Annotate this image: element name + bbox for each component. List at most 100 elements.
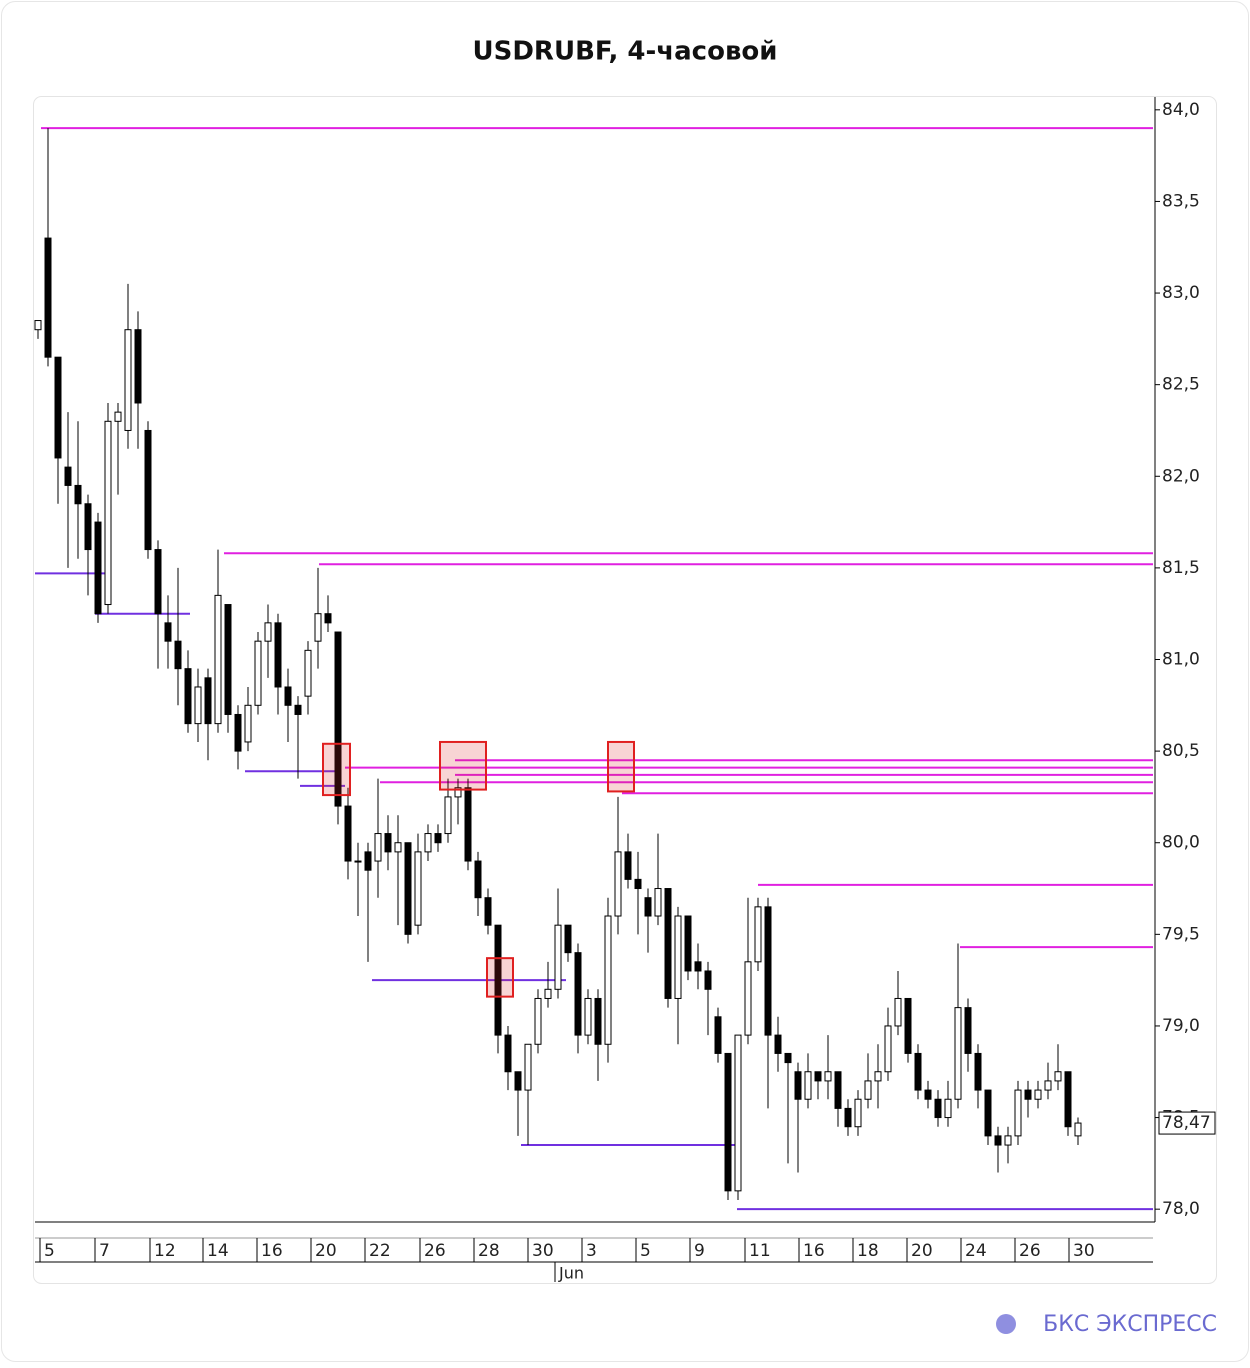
highlight-box — [607, 740, 635, 793]
panel — [33, 96, 1217, 1284]
candle-body — [1004, 1135, 1012, 1146]
candle-body — [214, 594, 222, 725]
candle-body — [904, 997, 912, 1054]
candle-body — [754, 906, 762, 963]
candle-body — [984, 1089, 992, 1137]
candle-body — [114, 411, 122, 422]
candle-body — [34, 320, 42, 331]
candle-body — [744, 961, 752, 1036]
candle-body — [414, 851, 422, 926]
candle-body — [924, 1089, 932, 1100]
candle-body — [374, 833, 382, 862]
candle-body — [974, 1052, 982, 1091]
candle-body — [74, 484, 82, 505]
candle-body — [44, 237, 52, 358]
candle-body — [634, 878, 642, 890]
y-tick-label: 83,5 — [1162, 191, 1200, 211]
x-tick-label: 20 — [911, 1241, 933, 1261]
candle-body — [104, 420, 112, 606]
candle-body — [964, 1007, 972, 1054]
candle-body — [594, 997, 602, 1045]
candle-body — [384, 833, 392, 853]
candle-body — [1024, 1089, 1032, 1100]
candle-body — [64, 466, 72, 486]
candle-body — [644, 897, 652, 917]
x-tick-label: 3 — [586, 1241, 597, 1261]
candle-body — [654, 888, 662, 917]
candle-body — [614, 851, 622, 917]
candle-body — [734, 1034, 742, 1192]
candle-body — [434, 833, 442, 844]
highlight-box — [486, 957, 514, 998]
y-tick-label: 82,0 — [1162, 466, 1200, 486]
candle-body — [354, 860, 362, 863]
candle-body — [314, 613, 322, 642]
x-tick-label: 20 — [315, 1241, 337, 1261]
candle-body — [194, 686, 202, 725]
candle-body — [444, 796, 452, 835]
candle-body — [84, 503, 92, 551]
candle-body — [934, 1098, 942, 1119]
candle-body — [494, 924, 502, 1036]
x-tick-label: 5 — [640, 1241, 651, 1261]
chart-title: USDRUBF, 4-часовой — [473, 37, 778, 67]
candle-body — [504, 1034, 512, 1073]
candle-body — [764, 906, 772, 1036]
candle-body — [474, 860, 482, 899]
candle-body — [224, 604, 232, 715]
candle-body — [584, 997, 592, 1036]
candle-body — [544, 988, 552, 999]
candle-body — [674, 915, 682, 999]
candle-body — [1074, 1122, 1082, 1137]
candle-body — [1064, 1071, 1072, 1128]
candle-body — [794, 1071, 802, 1100]
candle-body — [1054, 1071, 1062, 1082]
candle-body — [864, 1080, 872, 1100]
candle-body — [574, 952, 582, 1036]
candle-body — [54, 356, 62, 459]
candle-body — [954, 1007, 962, 1100]
highlight-box — [322, 742, 351, 797]
candle-body — [804, 1071, 812, 1100]
candle-body — [294, 704, 302, 715]
candle-body — [784, 1052, 792, 1064]
candle-body — [814, 1071, 822, 1082]
candle-body — [484, 897, 492, 926]
y-tick-label: 83,0 — [1162, 283, 1200, 303]
candle-body — [344, 805, 352, 862]
candle-body — [1044, 1080, 1052, 1091]
candle-body — [844, 1107, 852, 1128]
y-tick-label: 79,0 — [1162, 1016, 1200, 1036]
x-tick-label: 22 — [369, 1241, 391, 1261]
candle-body — [834, 1071, 842, 1109]
x-tick-label: 14 — [207, 1241, 229, 1261]
month-label: Jun — [558, 1264, 584, 1283]
candle-body — [994, 1135, 1002, 1146]
candle-body — [304, 649, 312, 697]
candle-body — [164, 622, 172, 642]
x-tick-label: 16 — [261, 1241, 283, 1261]
candle-body — [404, 842, 412, 935]
candle-body — [394, 842, 402, 853]
candle-body — [824, 1071, 832, 1082]
y-tick-label: 81,5 — [1162, 558, 1200, 578]
candle-body — [524, 1043, 532, 1091]
x-tick-label: 7 — [99, 1241, 110, 1261]
candle-body — [424, 833, 432, 853]
candle-body — [604, 915, 612, 1045]
candle-body — [664, 888, 672, 999]
x-tick-label: 18 — [857, 1241, 879, 1261]
candle-body — [1034, 1089, 1042, 1100]
candle-body — [1014, 1089, 1022, 1137]
highlight-box — [439, 740, 487, 791]
last-price-label: 78,47 — [1162, 1113, 1211, 1133]
x-tick-label: 12 — [154, 1241, 176, 1261]
candle-body — [364, 851, 372, 871]
candle-body — [134, 329, 142, 404]
x-tick-label: 16 — [803, 1241, 825, 1261]
candle-body — [714, 1016, 722, 1054]
logo: БКС ЭКСПРЕСС — [1043, 1312, 1217, 1337]
x-tick-label: 26 — [424, 1241, 446, 1261]
